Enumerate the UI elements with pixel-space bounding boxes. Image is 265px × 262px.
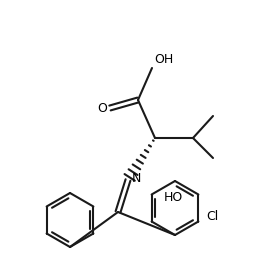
Text: N: N — [132, 172, 141, 185]
Text: HO: HO — [164, 191, 183, 204]
Text: Cl: Cl — [206, 210, 219, 223]
Text: O: O — [97, 101, 107, 114]
Text: OH: OH — [154, 53, 173, 66]
